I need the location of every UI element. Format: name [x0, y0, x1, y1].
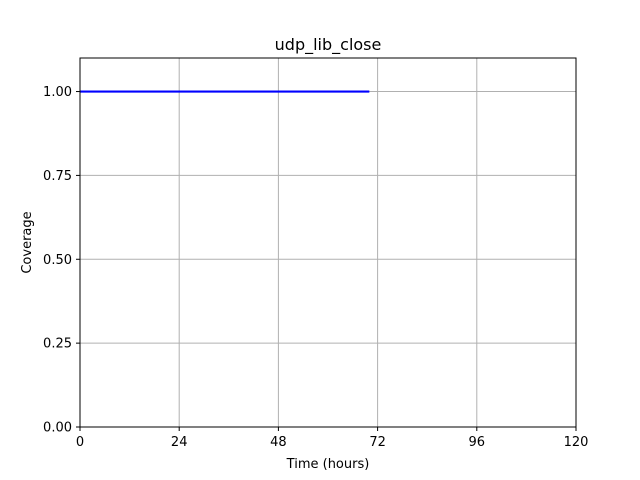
x-tick-label: 48: [270, 435, 287, 450]
y-tick-label: 0.25: [43, 337, 72, 352]
y-axis-ticks: 0.00 0.25 0.50 0.75 1.00: [43, 85, 80, 436]
x-tick-label: 120: [564, 435, 589, 450]
x-tick-label: 96: [469, 435, 486, 450]
y-axis-label: Coverage: [20, 211, 35, 273]
y-tick-label: 1.00: [43, 85, 72, 100]
y-tick-label: 0.75: [43, 169, 72, 184]
x-axis-ticks: 0 24 48 72 96 120: [76, 427, 589, 450]
y-tick-label: 0.00: [43, 421, 72, 436]
x-axis-label: Time (hours): [286, 457, 370, 472]
x-tick-label: 0: [76, 435, 84, 450]
chart-title: udp_lib_close: [275, 35, 382, 55]
plot-frame: [79, 57, 577, 428]
x-tick-label: 24: [171, 435, 188, 450]
y-tick-label: 0.50: [43, 253, 72, 268]
x-tick-label: 72: [369, 435, 386, 450]
